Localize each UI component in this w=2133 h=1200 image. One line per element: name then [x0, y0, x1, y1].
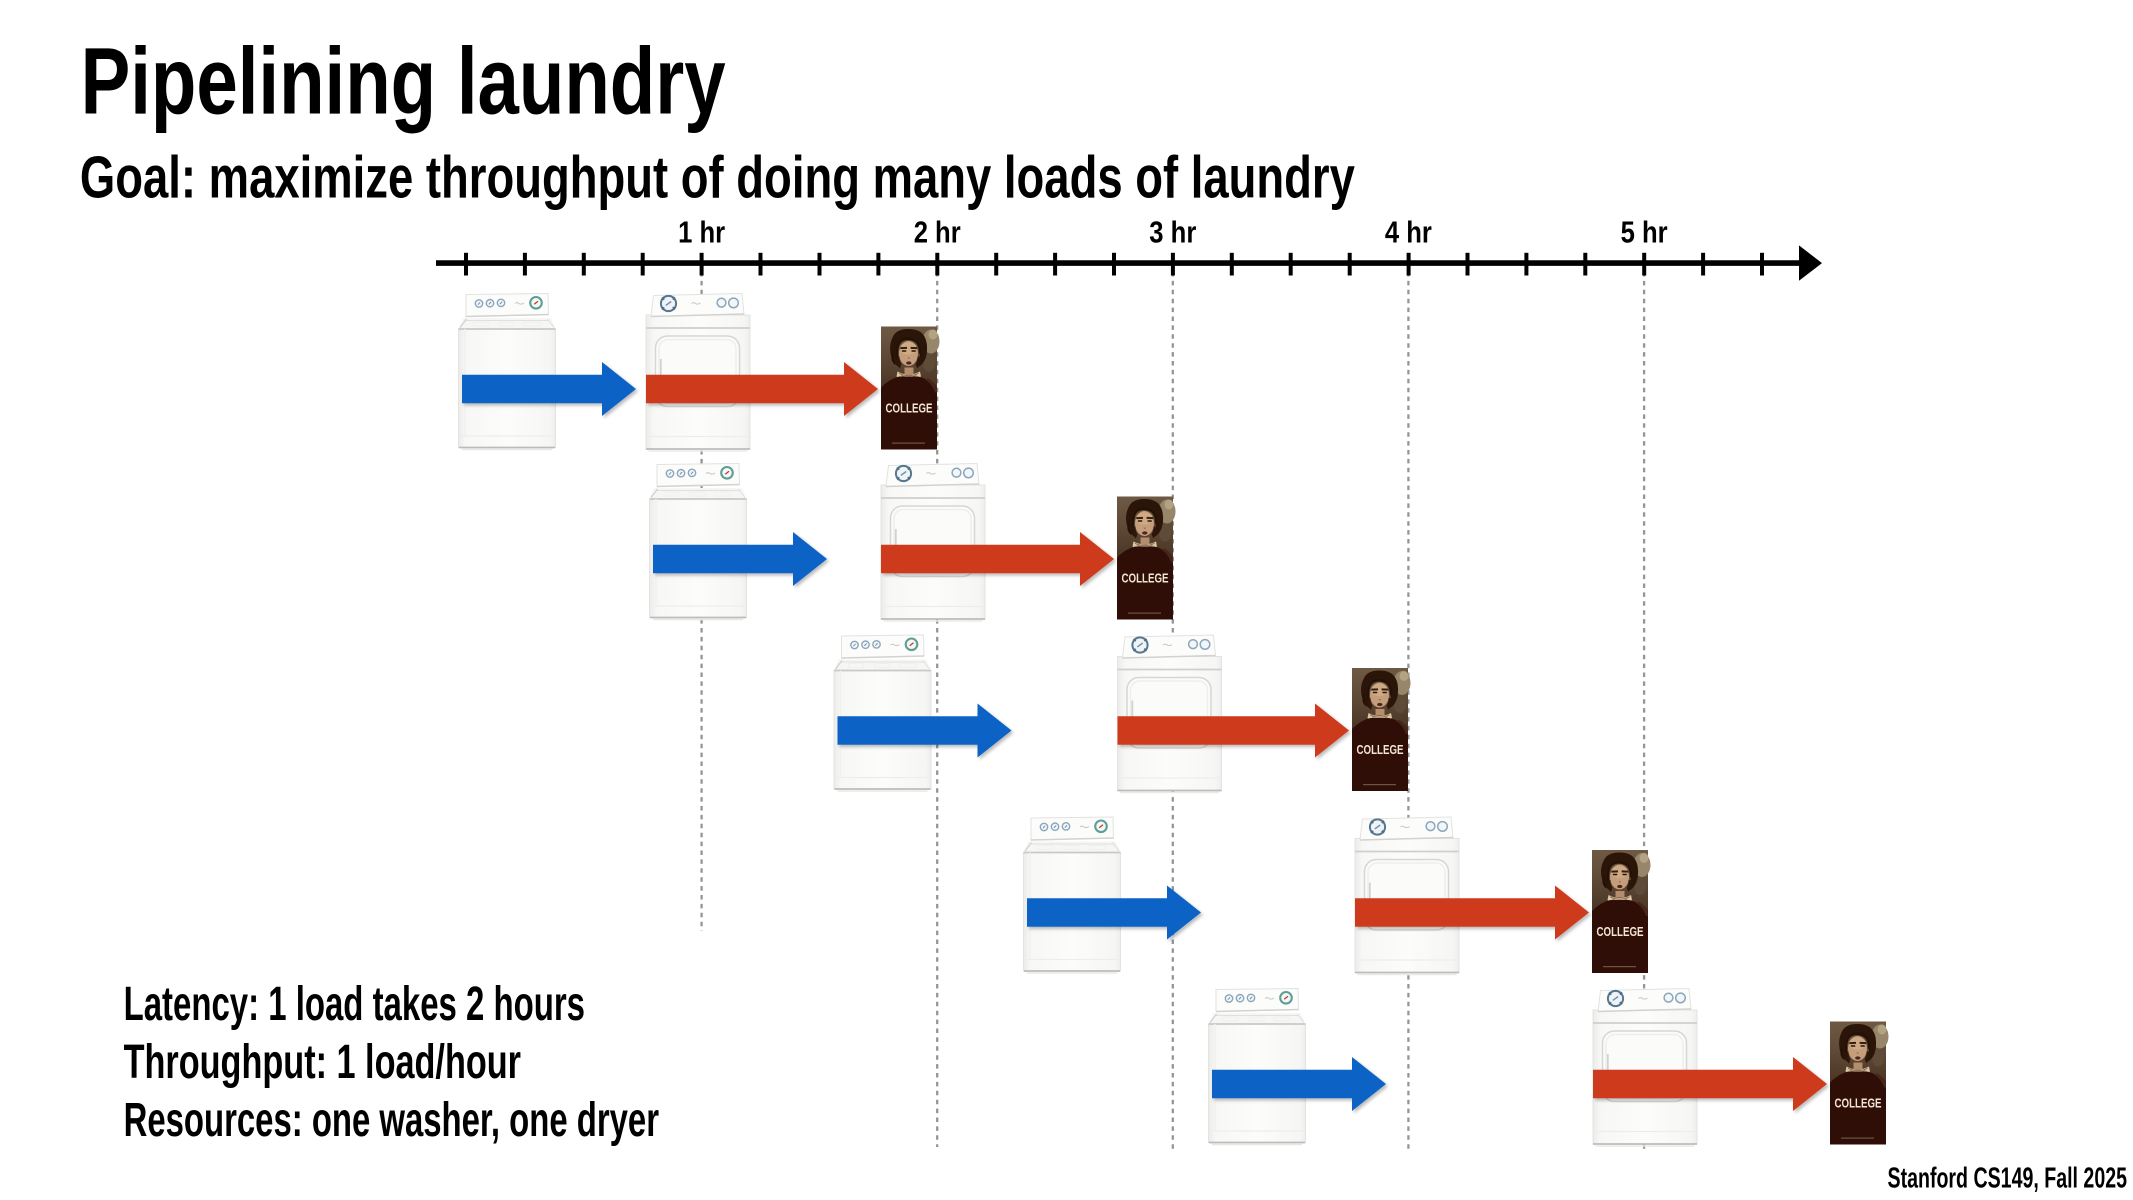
svg-text:4 hr: 4 hr — [1385, 214, 1432, 249]
svg-text:2 hr: 2 hr — [914, 214, 961, 249]
svg-text:Stanford CS149, Fall 2025: Stanford CS149, Fall 2025 — [1888, 1163, 2128, 1195]
svg-text:Latency: 1 load takes 2 hours: Latency: 1 load takes 2 hours — [124, 978, 585, 1031]
svg-text:5 hr: 5 hr — [1621, 214, 1668, 249]
svg-text:1 hr: 1 hr — [678, 214, 725, 249]
svg-text:Goal: maximize throughput of d: Goal: maximize throughput of doing many … — [80, 144, 1355, 210]
svg-text:3 hr: 3 hr — [1149, 214, 1196, 249]
svg-text:Throughput: 1 load/hour: Throughput: 1 load/hour — [124, 1036, 521, 1089]
svg-text:Resources: one washer, one dry: Resources: one washer, one dryer — [124, 1094, 659, 1147]
svg-text:Pipelining laundry: Pipelining laundry — [81, 29, 726, 135]
